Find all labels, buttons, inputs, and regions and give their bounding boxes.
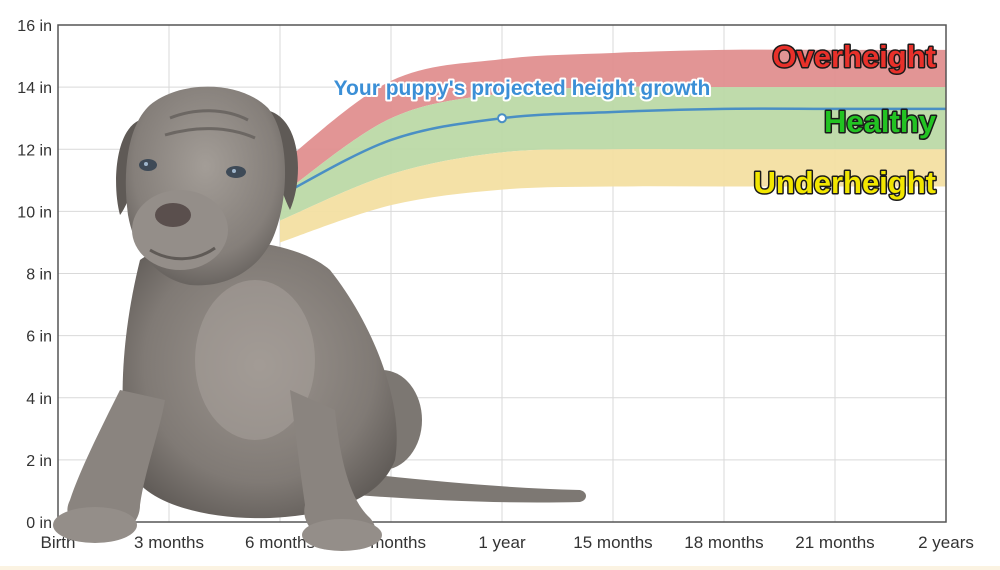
band-healthy (280, 86, 946, 221)
series-line (279, 107, 947, 197)
x-tick-label-2: 6 months (245, 533, 315, 552)
y-axis-ticks: 0 in 2 in 4 in 6 in 8 in 10 in 12 in 14 in 16 in (17, 18, 52, 532)
y-tick-label-8: 16 in (17, 18, 52, 35)
y-tick-label-6: 12 in (17, 142, 52, 159)
x-tick-label-5: 15 months (573, 533, 652, 552)
band-label-overheight: Overheight (772, 39, 936, 74)
x-tick-label-6: 18 months (684, 533, 763, 552)
x-tick-label-4: 1 year (478, 533, 526, 552)
y-tick-label-7: 14 in (17, 80, 52, 97)
y-tick-label-5: 10 in (17, 204, 52, 221)
y-tick-label-1: 2 in (26, 453, 52, 470)
y-tick-label-2: 4 in (26, 391, 52, 408)
x-tick-label-8: 2 years (918, 533, 974, 552)
band-label-underheight: Underheight (753, 165, 936, 200)
bottom-strip (0, 566, 1000, 570)
band-underheight (280, 149, 946, 243)
x-tick-label-7: 21 months (795, 533, 874, 552)
puppy-illustration (53, 86, 586, 551)
x-axis-ticks: Birth 3 months 6 months 9 months 1 year 15 mo… (41, 533, 974, 552)
growth-bands (280, 49, 946, 243)
x-tick-label-1: 3 months (134, 533, 204, 552)
y-tick-label-3: 6 in (26, 329, 52, 346)
band-overheight (280, 49, 946, 196)
series-label: Your puppy's projected height growth (334, 77, 711, 100)
band-label-healthy: Healthy (824, 104, 937, 139)
y-tick-label-4: 8 in (26, 267, 52, 284)
plot-frame (57, 24, 947, 523)
chart-labels: Your puppy's projected height growth Over… (332, 38, 939, 202)
y-tick-label-0: 0 in (26, 515, 52, 532)
series-point-1-year (497, 113, 507, 124)
projected-series (279, 107, 947, 197)
